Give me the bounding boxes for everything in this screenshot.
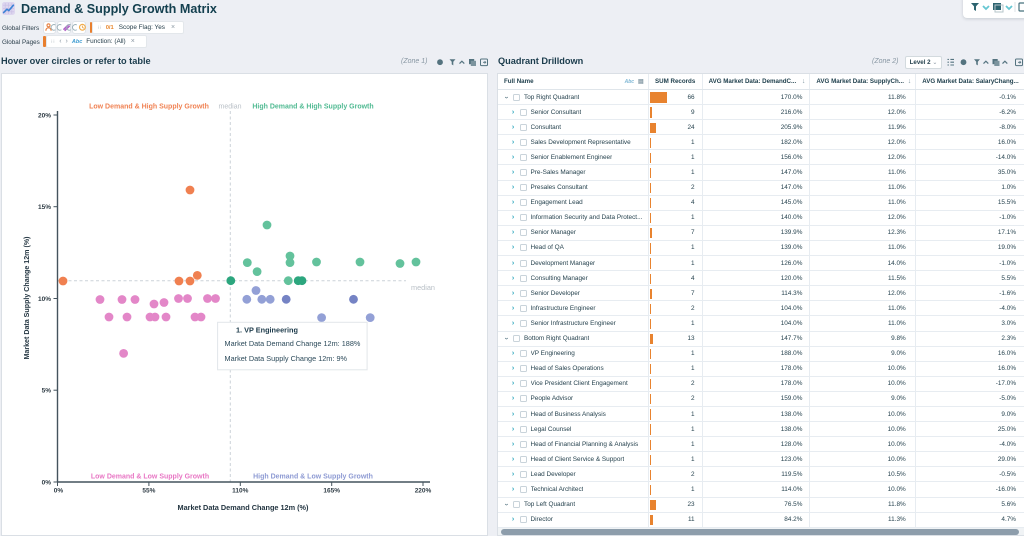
svg-text:55%: 55% — [142, 488, 155, 495]
svg-text:165%: 165% — [323, 488, 340, 495]
svg-text:0%: 0% — [54, 488, 64, 495]
svg-text:5%: 5% — [42, 388, 52, 395]
svg-text:median: median — [219, 104, 242, 111]
svg-text:median: median — [411, 283, 435, 292]
svg-text:Low Demand & Low Supply Growth: Low Demand & Low Supply Growth — [91, 474, 209, 481]
svg-text:1. VP Engineering: 1. VP Engineering — [236, 326, 298, 335]
svg-text:110%: 110% — [232, 488, 248, 495]
svg-text:Market Data Supply Change 12m:: Market Data Supply Change 12m: 9% — [225, 354, 348, 363]
svg-text:Market Data Demand Change 12m:: Market Data Demand Change 12m: 188% — [225, 339, 361, 348]
svg-text:220%: 220% — [415, 488, 432, 495]
svg-text:Market Data Demand Change 12m: Market Data Demand Change 12m (%) — [178, 503, 310, 512]
svg-text:15%: 15% — [38, 204, 51, 211]
svg-text:0%: 0% — [42, 480, 52, 487]
svg-text:Low Demand & High Supply Growt: Low Demand & High Supply Growth — [89, 104, 209, 111]
svg-text:High Demand & High Supply Grow: High Demand & High Supply Growth — [252, 104, 373, 111]
svg-text:20%: 20% — [38, 113, 51, 120]
svg-text:High Demand & Low Supply Growt: High Demand & Low Supply Growth — [253, 474, 373, 481]
svg-text:10%: 10% — [38, 296, 51, 303]
svg-text:Market Data Supply Change 12m: Market Data Supply Change 12m (%) — [23, 236, 31, 360]
